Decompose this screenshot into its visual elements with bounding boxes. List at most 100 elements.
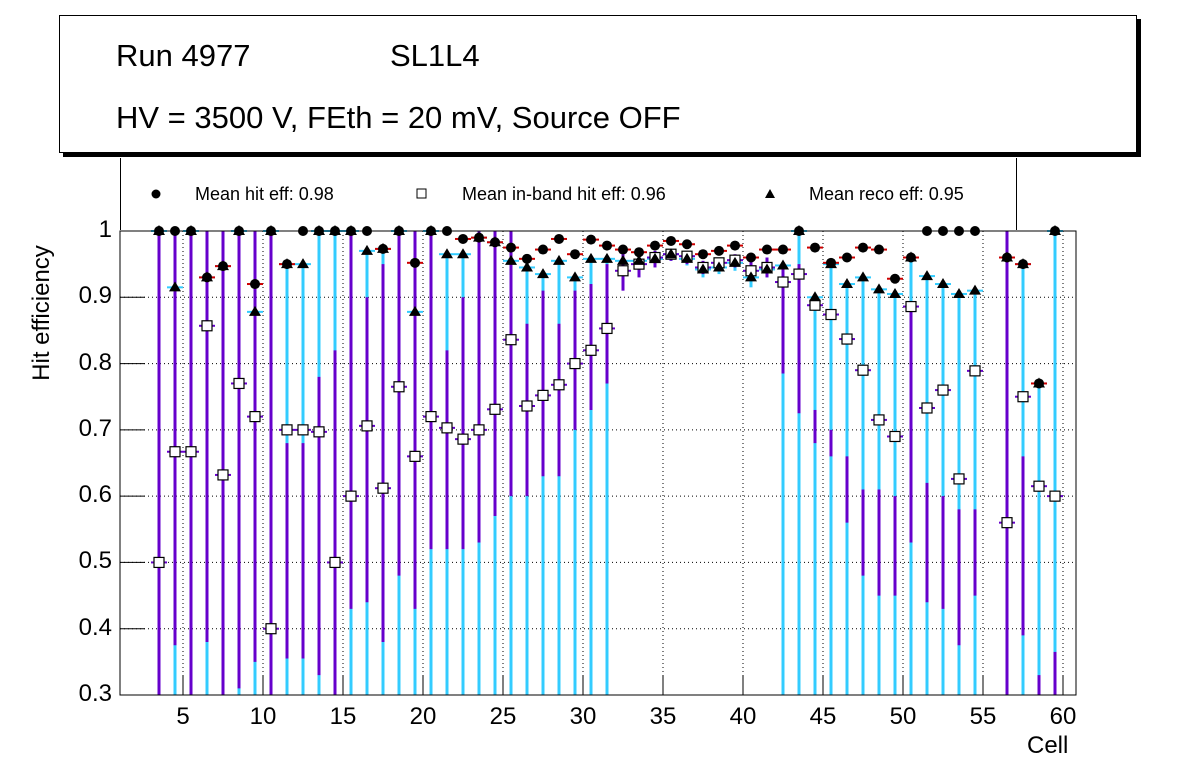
reco-point [553,254,565,265]
x-axis-label: Cell [1027,732,1069,759]
hit-point [1002,252,1012,263]
hit-point [378,243,388,254]
hit-point [762,244,772,255]
reco-point [169,281,181,292]
reco-point [921,270,933,281]
inband-point [665,248,677,260]
inband-point [921,402,933,414]
inband-point [585,344,597,356]
y-tick-label: 0.5 [78,547,112,575]
reco-point [665,248,677,259]
hit-point [890,273,900,284]
legend-triangle-icon [765,189,775,198]
hit-point [538,244,548,255]
hit-point [746,252,756,263]
hit-point [714,245,724,256]
reco-point [969,284,981,295]
inband-point [969,365,981,377]
reco-point [825,258,837,269]
hit-point [282,259,292,270]
reco-point [905,251,917,262]
hit-point [650,240,660,251]
hit-point [1018,259,1028,270]
y-tick-label: 1 [98,216,112,243]
hit-point [570,249,580,260]
hit-point [474,232,484,243]
inband-point [409,450,421,462]
x-tick-label: 45 [809,703,837,730]
reco-point [1017,258,1029,269]
inband-point [473,424,485,436]
reco-point [889,287,901,298]
inband-point [953,473,965,485]
inband-point [425,411,437,423]
inband-point [489,403,501,415]
plot-frame [119,230,1077,696]
inband-point [265,623,277,635]
legend-inband-eff: Mean in-band hit eff: 0.96 [462,184,666,204]
inband-point [825,308,837,321]
reco-point [505,254,517,265]
y-tick-label: 0.4 [78,613,112,641]
reco-point [745,271,757,282]
reco-point [649,252,661,263]
title-box: Run 4977 SL1L4 HV = 3500 V, FEth = 20 mV… [59,15,1137,153]
hit-point [1034,378,1044,389]
inband-point [1001,517,1013,529]
reco-point [377,242,389,253]
x-tick-label: 10 [249,703,277,730]
hit-point [586,234,596,245]
inband-point [745,265,757,277]
reco-point [409,305,421,316]
hit-point [666,235,676,246]
inband-point [553,379,565,391]
hit-point [554,233,564,244]
reco-point [761,263,773,274]
inband-point [153,556,165,569]
reco-point [1001,251,1013,262]
reco-point [729,256,741,267]
hit-point [506,242,516,253]
x-tick-label: 25 [489,703,517,730]
reco-point [441,248,453,259]
hit-point [202,272,212,283]
reco-point [633,254,645,265]
axes-frame [119,230,1077,696]
hit-point [458,233,468,244]
run-label: Run 4977 [116,38,251,73]
x-tick-label: 15 [329,703,357,730]
hit-point [906,252,916,263]
inband-point [937,384,949,396]
y-tick-label: 0.6 [78,481,112,509]
hit-point [842,252,852,263]
reco-point [489,236,501,247]
hit-point [778,244,788,255]
y-tick-label: 0.3 [78,680,112,707]
reco-point [841,278,853,289]
markers [153,225,1061,635]
hit-point [730,240,740,251]
hit-point [250,279,260,290]
reco-point [857,271,869,282]
reco-point [1049,225,1061,235]
reco-point [697,263,709,274]
inband-point [793,268,805,280]
inband-point [1033,480,1045,492]
legend-circle-icon [151,189,161,199]
inband-point [1017,391,1029,403]
reco-point [601,252,613,263]
x-tick-label: 60 [1049,703,1077,730]
x-tick-label: 35 [649,703,677,730]
inband-point [617,265,629,277]
reco-point [361,244,373,255]
x-tick-label: 55 [969,703,997,730]
x-tick-label: 20 [409,703,437,730]
inband-point [777,276,789,288]
reco-point [617,254,629,265]
hit-point [218,261,228,272]
reco-point [873,283,885,294]
inband-point [841,333,853,345]
inband-point [681,250,693,262]
reco-point [809,291,821,302]
inband-point [537,389,549,401]
